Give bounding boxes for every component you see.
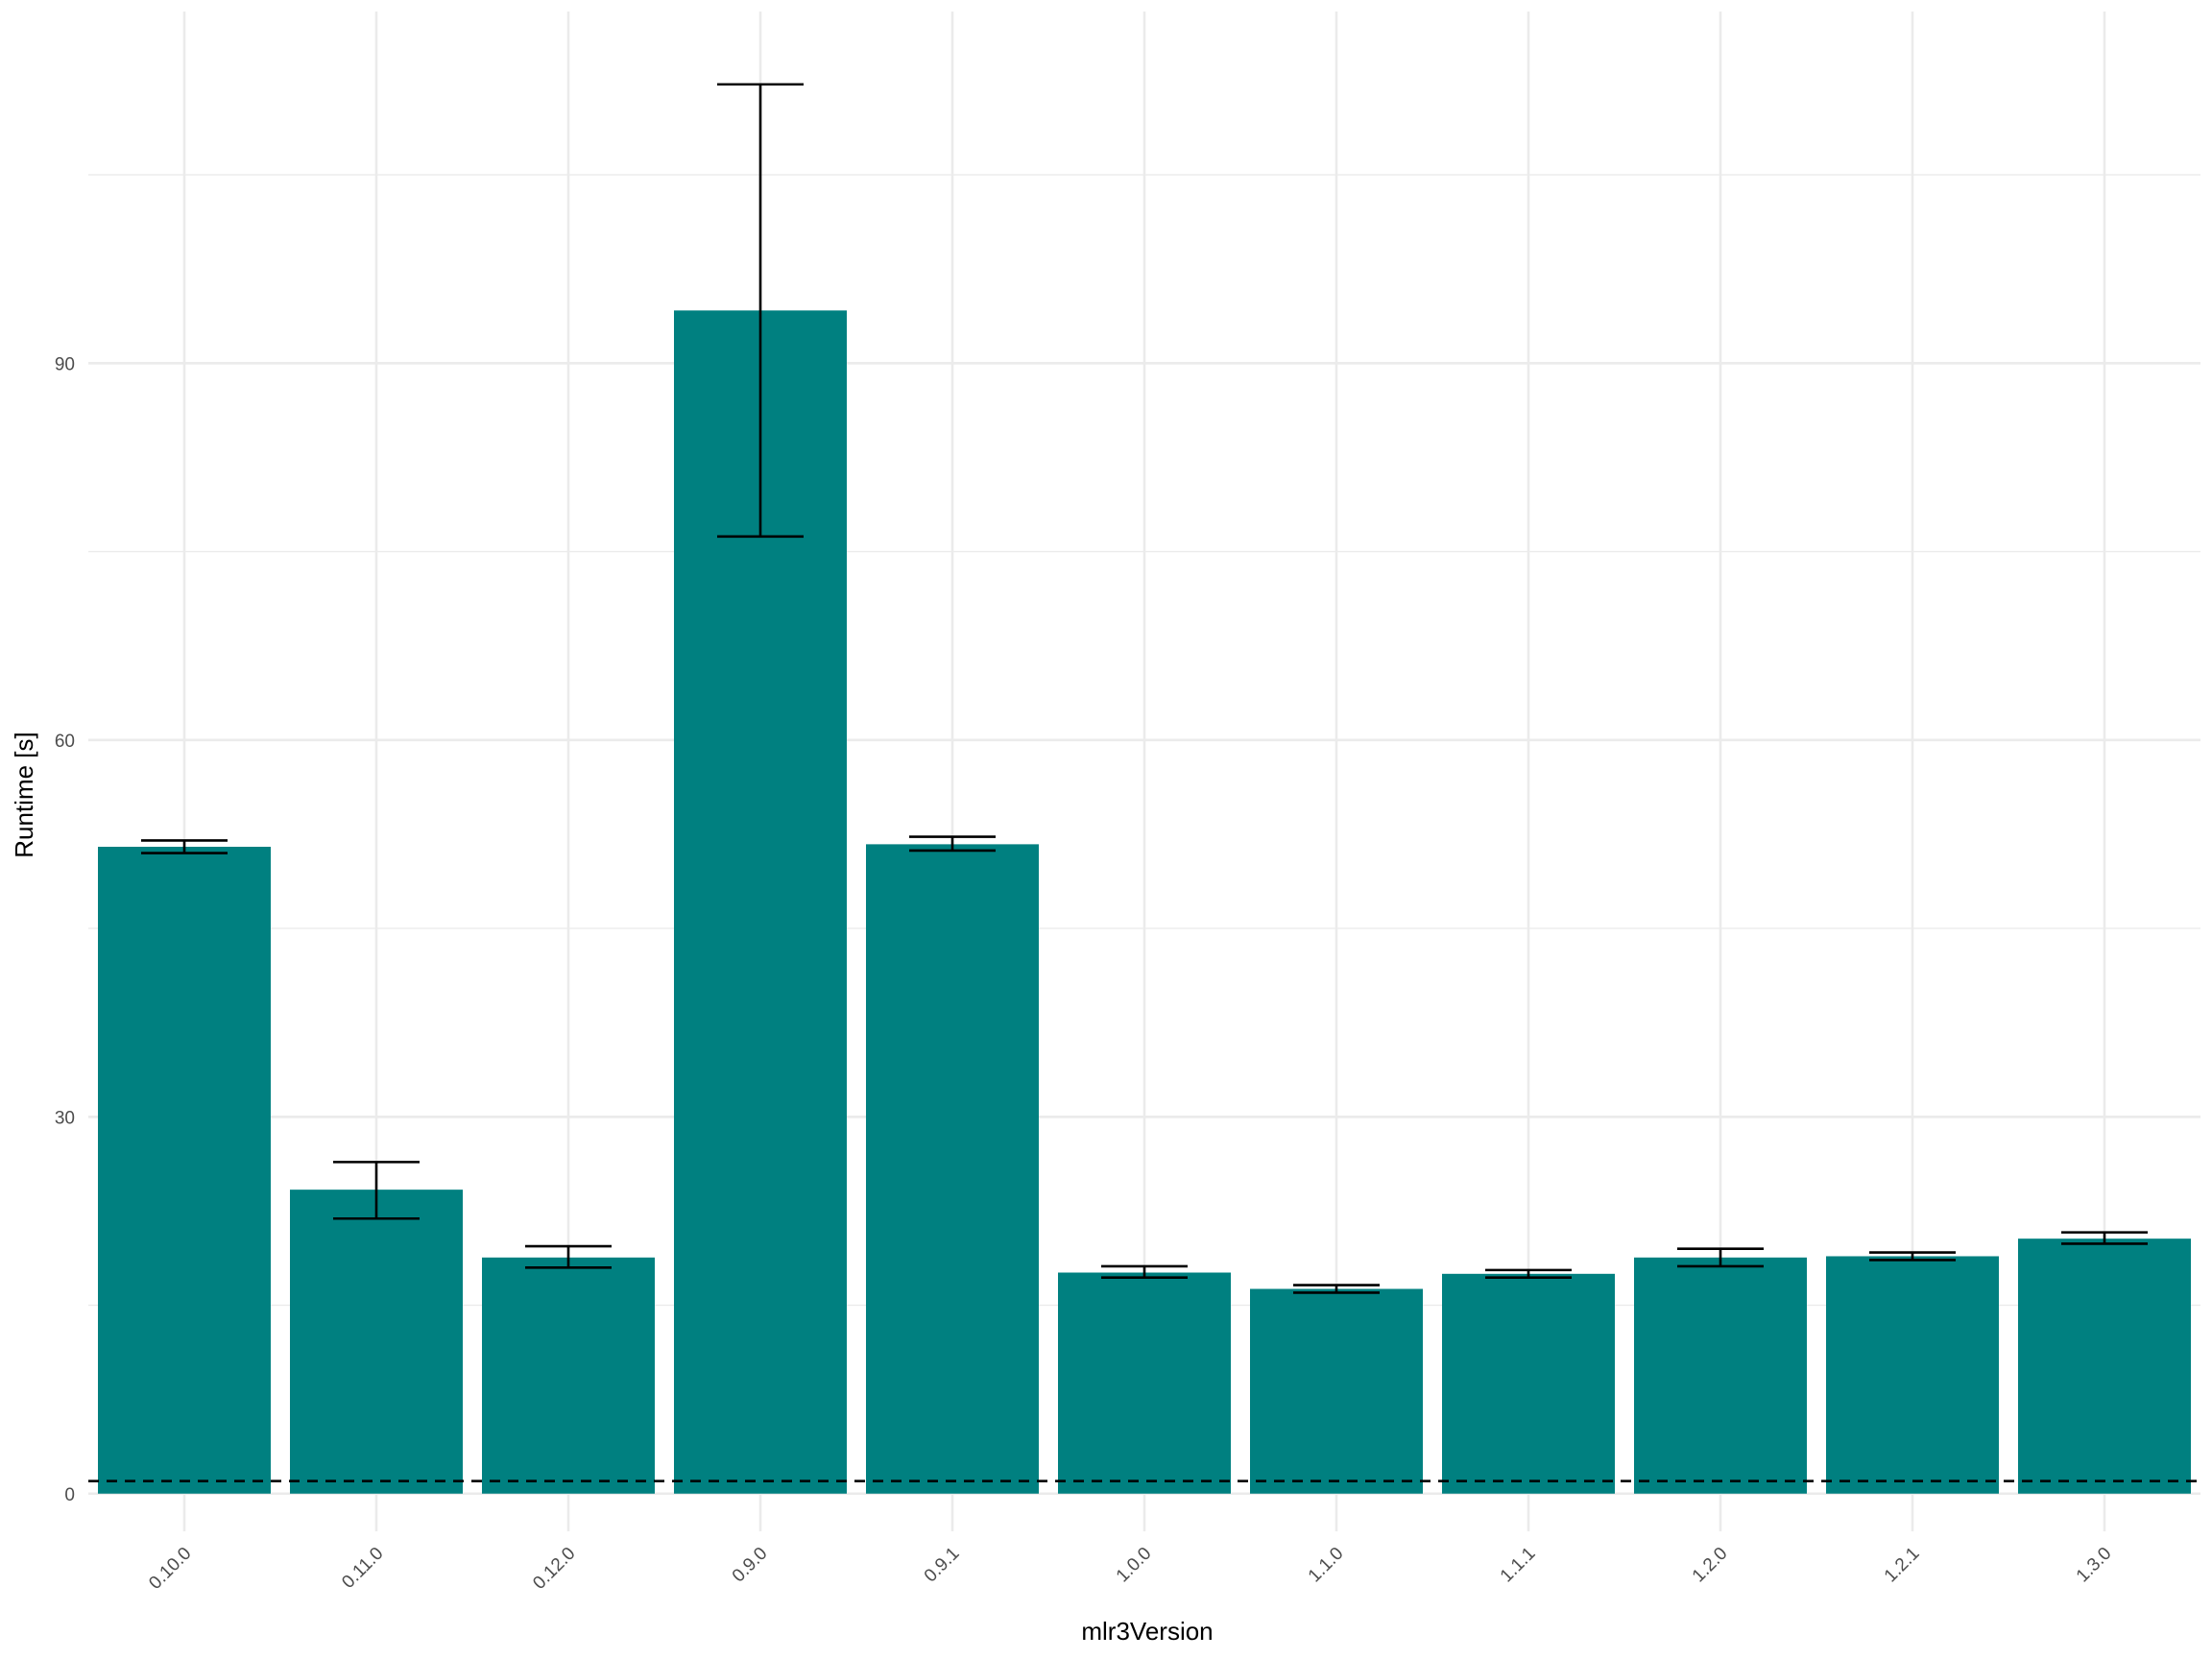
x-tick-label: 0.11.0: [338, 1544, 387, 1593]
error-bar: [1101, 1264, 1188, 1280]
bar: [1058, 1272, 1231, 1494]
bar: [1826, 1256, 1999, 1494]
error-bar: [1293, 1284, 1380, 1294]
y-axis-title: Runtime [s]: [10, 732, 38, 858]
error-bar: [141, 839, 228, 854]
bars: [98, 310, 2191, 1494]
x-tick-label: 1.2.0: [1689, 1544, 1732, 1587]
bar: [98, 846, 271, 1494]
bar: [866, 844, 1039, 1494]
x-axis-ticks: 0.10.0 0.11.0 0.12.0 0.9.0 0.9.1 1.0.0 1.1.0 1.…: [145, 1544, 2115, 1594]
bar: [1634, 1257, 1807, 1494]
y-tick-label: 0: [64, 1485, 75, 1505]
bar: [482, 1257, 655, 1494]
x-tick-label: 1.1.0: [1305, 1544, 1348, 1587]
bar: [290, 1190, 463, 1494]
error-bar: [2061, 1231, 2148, 1245]
y-axis-ticks: 0 30 60 90: [55, 354, 75, 1504]
x-tick-label: 0.9.0: [729, 1544, 772, 1587]
error-bar: [525, 1244, 612, 1269]
x-tick-label: 1.1.1: [1497, 1544, 1540, 1587]
bar: [2018, 1238, 2191, 1494]
x-tick-label: 1.0.0: [1113, 1544, 1156, 1587]
error-bar: [909, 835, 996, 853]
y-tick-label: 90: [55, 354, 75, 374]
x-tick-label: 1.2.1: [1881, 1544, 1924, 1587]
y-tick-label: 60: [55, 732, 75, 752]
x-axis-title: mlr3Version: [1081, 1617, 1213, 1646]
error-bar: [717, 83, 804, 539]
error-bar: [1869, 1251, 1956, 1262]
bar: [1250, 1288, 1423, 1494]
x-tick-label: 1.3.0: [2073, 1544, 2116, 1587]
x-tick-label: 0.10.0: [145, 1544, 195, 1594]
error-bar: [1485, 1268, 1572, 1280]
x-tick-label: 0.12.0: [529, 1544, 579, 1594]
y-tick-label: 30: [55, 1108, 75, 1128]
x-tick-label: 0.9.1: [921, 1544, 964, 1587]
error-bar: [333, 1161, 420, 1220]
bar: [1442, 1273, 1615, 1494]
error-bars: [141, 83, 2148, 1294]
error-bar: [1677, 1247, 1764, 1268]
